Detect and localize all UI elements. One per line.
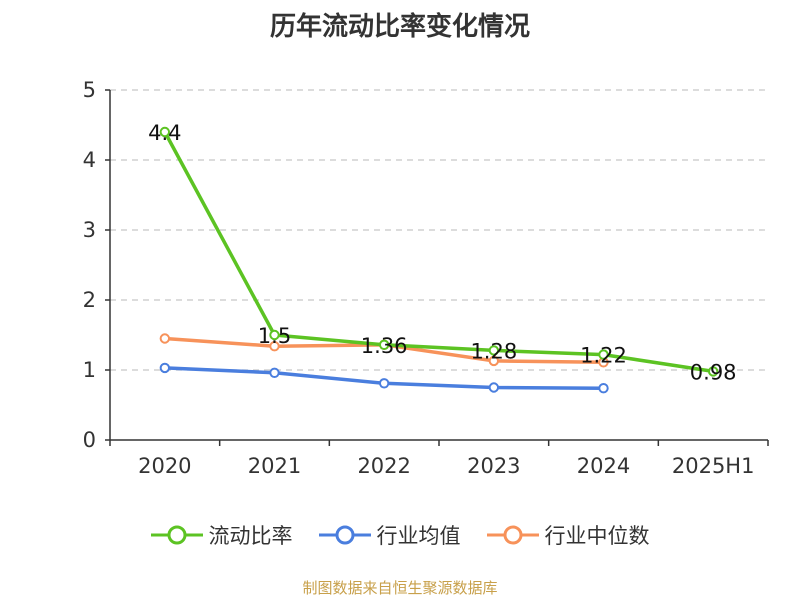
legend-label-industry-avg: 行业均值 bbox=[376, 524, 461, 548]
legend-item-industry-avg[interactable]: 行业均值 bbox=[318, 520, 461, 550]
series-point-0 bbox=[159, 126, 171, 138]
series-point-1 bbox=[488, 382, 500, 393]
series-point-0 bbox=[598, 349, 609, 360]
data-label: 0.98 bbox=[690, 360, 737, 384]
data-label: 1.28 bbox=[470, 339, 517, 363]
x-tick-label: 2022 bbox=[357, 454, 410, 478]
series-point-2 bbox=[269, 341, 280, 352]
series-point-2 bbox=[159, 333, 171, 344]
legend-item-industry-median[interactable]: 行业中位数 bbox=[486, 520, 650, 550]
series-point-0 bbox=[488, 345, 500, 356]
data-label: 1.5 bbox=[258, 324, 291, 348]
legend: 流动比率 行业均值 行业中位数 bbox=[0, 520, 800, 550]
x-tick-label: 2023 bbox=[467, 454, 520, 478]
series-point-0 bbox=[269, 329, 280, 341]
legend-swatch-industry-median bbox=[486, 525, 539, 545]
series-point-1 bbox=[269, 367, 280, 378]
legend-swatch-industry-avg bbox=[318, 525, 371, 545]
data-source-note: 制图数据来自恒生聚源数据库 bbox=[302, 579, 498, 597]
series-point-1 bbox=[598, 383, 609, 394]
y-tick-label: 2 bbox=[83, 288, 96, 312]
y-tick-label: 0 bbox=[83, 428, 96, 452]
legend-label-industry-median: 行业中位数 bbox=[544, 524, 650, 548]
y-tick-label: 5 bbox=[83, 78, 96, 102]
x-tick-label: 2025H1 bbox=[672, 454, 755, 478]
x-tick-label: 2021 bbox=[248, 454, 301, 478]
series-point-2 bbox=[488, 355, 500, 367]
y-tick-label: 3 bbox=[83, 218, 96, 242]
legend-item-current-ratio[interactable]: 流动比率 bbox=[150, 520, 293, 550]
legend-label-current-ratio: 流动比率 bbox=[208, 524, 293, 548]
y-tick-label: 1 bbox=[83, 358, 96, 382]
data-label: 1.22 bbox=[580, 344, 627, 368]
series-point-1 bbox=[159, 362, 171, 374]
series-point-0 bbox=[707, 366, 719, 377]
legend-swatch-current-ratio bbox=[150, 525, 203, 545]
series-point-1 bbox=[378, 378, 390, 389]
data-label: 1.36 bbox=[361, 334, 408, 358]
x-tick-label: 2020 bbox=[138, 454, 191, 478]
chart-title: 历年流动比率变化情况 bbox=[269, 12, 530, 42]
x-tick-label: 2024 bbox=[577, 454, 630, 478]
series-point-0 bbox=[378, 339, 390, 350]
y-tick-label: 4 bbox=[83, 148, 96, 172]
data-label: 4.4 bbox=[148, 121, 181, 145]
series-line-0 bbox=[163, 130, 715, 374]
